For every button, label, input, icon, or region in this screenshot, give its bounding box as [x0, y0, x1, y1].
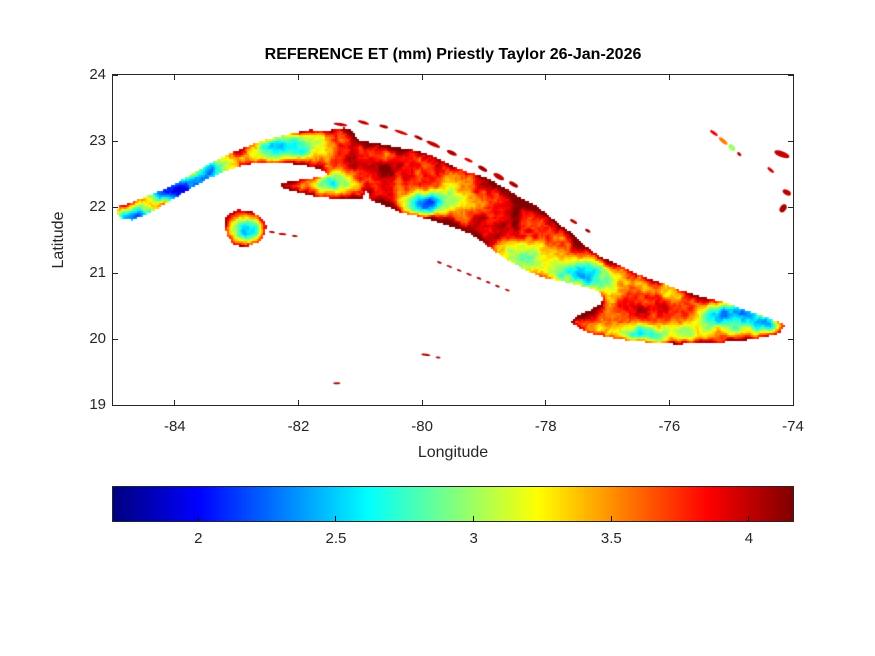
y-tick — [788, 272, 793, 274]
y-tick-label: 21 — [89, 264, 106, 281]
colorbar-tick-label: 2 — [194, 530, 203, 547]
x-tick-label: -82 — [287, 418, 310, 435]
y-tick-label: 22 — [89, 198, 106, 215]
x-axis-label: Longitude — [417, 444, 489, 461]
colorbar-tick — [335, 516, 337, 521]
y-tick — [788, 338, 793, 340]
x-tick — [174, 400, 176, 405]
x-tick — [297, 75, 299, 80]
colorbar-tick — [748, 516, 750, 521]
y-tick-label: 24 — [89, 66, 106, 83]
x-tick-label: -78 — [534, 418, 557, 435]
y-tick — [788, 404, 793, 405]
x-tick — [421, 75, 423, 80]
y-tick — [788, 206, 793, 208]
x-tick — [545, 400, 547, 405]
x-tick — [792, 75, 793, 80]
colorbar-gradient — [113, 487, 793, 521]
x-tick — [174, 75, 176, 80]
x-tick-label: -76 — [658, 418, 681, 435]
y-tick — [113, 75, 118, 76]
x-tick-label: -74 — [782, 418, 804, 435]
x-tick — [668, 400, 670, 405]
colorbar-tick — [610, 516, 612, 521]
colorbar-tick-label: 4 — [744, 530, 754, 547]
colorbar-tick-label: 3 — [469, 530, 478, 547]
plot-area — [112, 74, 794, 406]
y-tick — [113, 338, 118, 340]
y-tick — [788, 140, 793, 142]
colorbar-tick-label: 2.5 — [325, 530, 347, 547]
x-tick-label: -80 — [411, 418, 433, 435]
y-tick — [113, 206, 118, 208]
x-tick — [421, 400, 423, 405]
y-tick-label: 23 — [89, 132, 106, 149]
x-tick — [297, 400, 299, 405]
y-tick — [113, 272, 118, 274]
y-tick-label: 20 — [89, 330, 106, 347]
colorbar-tick — [197, 516, 199, 521]
y-tick — [113, 404, 118, 405]
colorbar-tick — [473, 516, 475, 521]
x-tick-label: -84 — [163, 418, 186, 435]
x-tick — [792, 400, 793, 405]
chart-title: REFERENCE ET (mm) Priestly Taylor 26-Jan… — [264, 46, 642, 63]
colorbar-tick-label: 3.5 — [600, 530, 622, 547]
colorbar — [112, 486, 794, 522]
y-tick — [113, 140, 118, 142]
y-tick — [788, 75, 793, 76]
x-tick — [545, 75, 547, 80]
y-tick-label: 19 — [89, 396, 106, 413]
cuba-et-raster — [113, 75, 793, 405]
x-tick — [668, 75, 670, 80]
